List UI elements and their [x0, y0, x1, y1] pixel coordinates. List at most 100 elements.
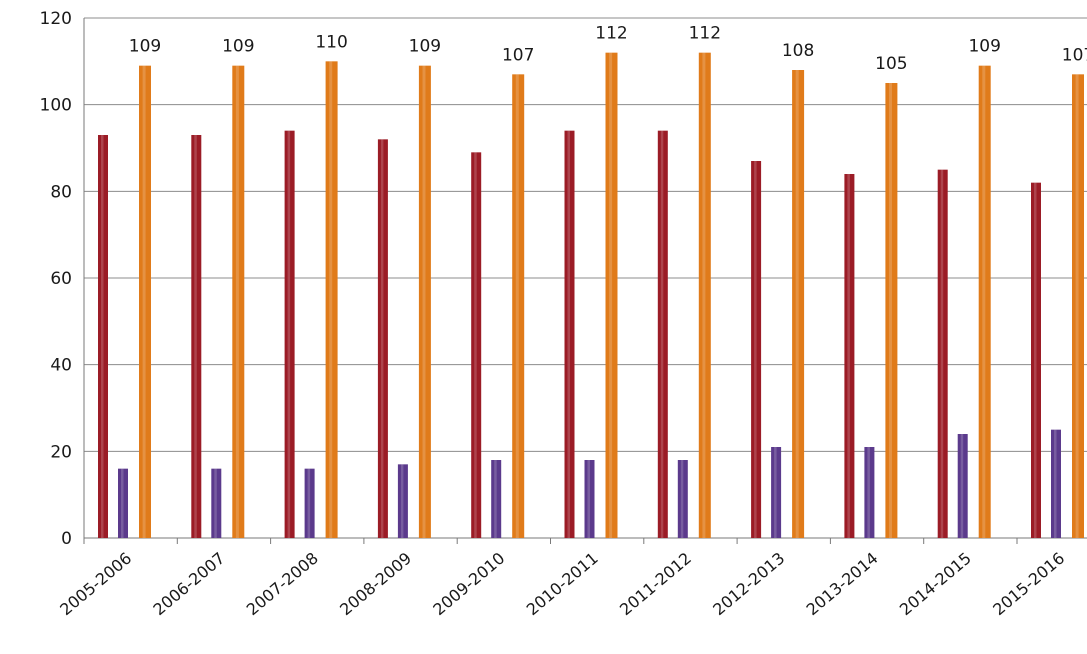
bar-highlight	[121, 468, 124, 538]
bar-highlight	[101, 135, 104, 538]
bar	[657, 130, 668, 538]
bar	[937, 169, 948, 538]
bars	[98, 52, 1084, 539]
x-tick-label: 2010-2011	[523, 549, 602, 620]
bar-highlight	[422, 65, 426, 539]
bar-highlight	[889, 83, 892, 538]
data-label: 112	[689, 24, 721, 44]
data-label: 107	[502, 45, 534, 65]
data-label: 107	[1062, 45, 1087, 65]
bar-highlight	[680, 460, 684, 538]
bar	[885, 83, 898, 538]
bar	[771, 447, 782, 538]
gridlines	[84, 17, 1087, 452]
bar	[118, 468, 128, 538]
y-tick-labels: 0 20 40 60 80 100 120	[40, 9, 72, 549]
bar	[751, 161, 762, 538]
bar-highlight	[847, 174, 850, 538]
bar	[397, 464, 408, 538]
data-label: 112	[595, 24, 627, 44]
bar-highlight	[329, 61, 333, 538]
bar	[844, 174, 855, 538]
bar-highlight	[494, 460, 497, 538]
data-label: 108	[782, 41, 814, 61]
data-label: 109	[968, 37, 1000, 57]
bar-highlight	[194, 135, 197, 538]
bar	[139, 65, 151, 539]
y-tick-label: 80	[50, 182, 72, 202]
bar	[1051, 429, 1061, 538]
x-tick-label: 2009-2010	[429, 549, 508, 620]
bar	[284, 130, 295, 538]
bar	[1031, 182, 1041, 538]
data-labels: 109 109 110 109 107 112 112 108 105 109 107	[129, 24, 1087, 74]
bar	[98, 135, 108, 538]
bar	[792, 70, 805, 538]
bar-highlight	[380, 139, 384, 539]
bar	[191, 135, 202, 538]
data-label: 109	[222, 37, 254, 57]
bar	[605, 52, 618, 539]
bar-highlight	[754, 161, 757, 538]
bar	[957, 434, 968, 538]
y-tick-label: 100	[40, 96, 72, 116]
bar	[978, 65, 991, 539]
bar	[677, 460, 688, 538]
bar-highlight	[940, 169, 944, 538]
data-label: 110	[315, 32, 347, 52]
x-tick-label: 2008-2009	[336, 549, 415, 620]
bar-highlight	[982, 65, 986, 539]
x-tick-label: 2012-2013	[709, 549, 788, 620]
x-tick-label: 2015-2016	[989, 549, 1068, 620]
bar	[584, 460, 595, 538]
bar	[304, 468, 315, 538]
y-tick-label: 60	[50, 269, 72, 289]
bar	[1072, 74, 1084, 538]
bar	[512, 74, 525, 538]
bar	[325, 61, 338, 538]
bar	[232, 65, 245, 539]
bar-highlight	[400, 464, 404, 538]
bar	[864, 447, 875, 538]
bar-highlight	[1054, 429, 1057, 538]
bar-highlight	[795, 70, 799, 538]
bar-highlight	[702, 52, 706, 539]
bar	[471, 152, 482, 539]
bar-highlight	[867, 447, 870, 538]
x-tick-labels: 2005-2006 2006-2007 2007-2008 2008-2009 2009…	[56, 549, 1068, 620]
x-tick-label: 2005-2006	[56, 549, 135, 620]
bar	[418, 65, 431, 539]
data-label: 109	[409, 37, 441, 57]
y-tick-label: 20	[50, 442, 72, 462]
bar-highlight	[609, 52, 613, 539]
bar-highlight	[960, 434, 964, 538]
y-tick-label: 40	[50, 356, 72, 376]
bar	[211, 468, 222, 538]
bar-highlight	[774, 447, 777, 538]
bar-highlight	[142, 65, 146, 539]
data-label: 109	[129, 37, 161, 57]
bar-highlight	[235, 65, 239, 539]
bar	[377, 139, 388, 539]
bar-highlight	[474, 152, 477, 539]
bar	[564, 130, 575, 538]
bar-highlight	[307, 468, 311, 538]
bar	[491, 460, 502, 538]
x-tick-label: 2014-2015	[896, 549, 975, 620]
bar	[698, 52, 711, 539]
x-tick-label: 2007-2008	[243, 549, 322, 620]
bar-highlight	[287, 130, 291, 538]
x-tick-label: 2011-2012	[616, 549, 695, 620]
y-tick-label: 0	[61, 529, 72, 549]
bar-highlight	[1075, 74, 1079, 538]
bar-highlight	[515, 74, 519, 538]
bar-highlight	[1034, 182, 1037, 538]
x-tick-label: 2013-2014	[803, 549, 882, 620]
bar-highlight	[567, 130, 570, 538]
bar-highlight	[660, 130, 664, 538]
bar-highlight	[587, 460, 590, 538]
y-tick-label: 120	[40, 9, 72, 29]
x-tick-label: 2006-2007	[149, 549, 228, 620]
